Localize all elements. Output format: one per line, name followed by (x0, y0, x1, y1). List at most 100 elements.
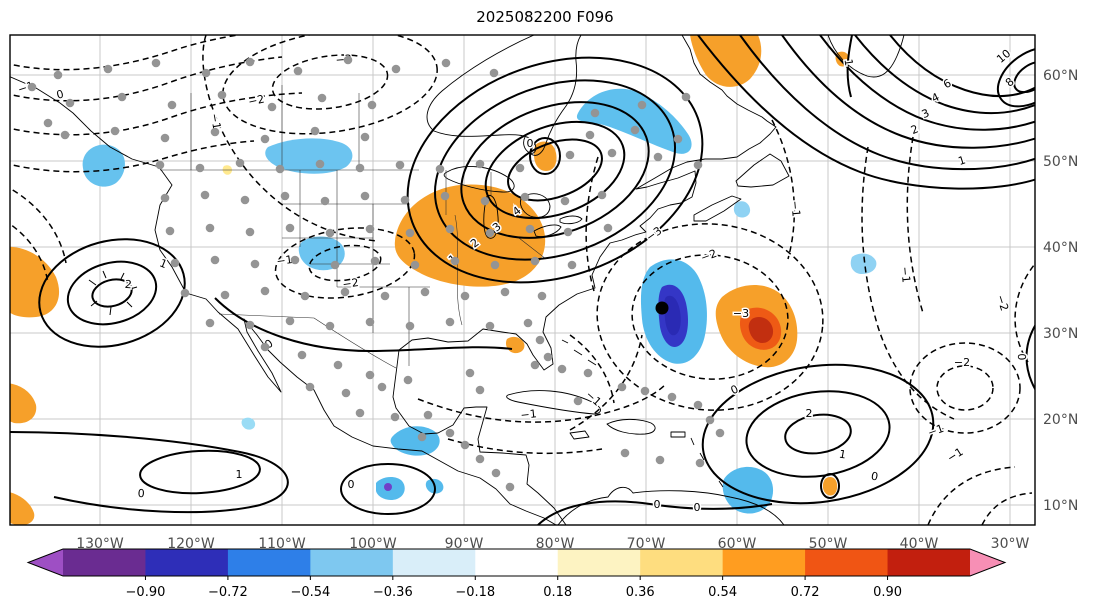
station-dot (310, 126, 320, 136)
contour-line-solid (66, 260, 158, 326)
contour-line-dashed (861, 146, 955, 420)
colorbar-tick-label: −0.54 (290, 585, 330, 600)
station-dot (567, 260, 577, 270)
colorbar-segment (887, 549, 971, 576)
contour-label: 0 (729, 382, 741, 397)
station-dot (705, 415, 715, 425)
contour-line-dashed (10, 140, 255, 173)
x-tick-label: 110°W (258, 536, 306, 552)
colorbar-tick-label: 0.18 (543, 585, 572, 600)
station-dot (655, 455, 665, 465)
colorbar-arrow-left (28, 549, 63, 576)
x-tick-label: 70°W (627, 536, 666, 552)
contour-line-dashed (10, 35, 243, 71)
anomaly-fill (664, 295, 681, 336)
contour-line-dashed (308, 244, 382, 282)
anomaly-fill (722, 466, 774, 514)
station-dot (355, 408, 365, 418)
x-tick-label: 90°W (445, 536, 484, 552)
contour-line-solid (507, 138, 603, 202)
colorbar-segment (227, 549, 311, 576)
station-dot (260, 286, 270, 296)
contour-line-solid (820, 473, 840, 499)
colorbar-tick-label: 0.54 (708, 585, 737, 600)
station-dot (380, 291, 390, 301)
station-dot (343, 55, 353, 65)
station-dot (235, 158, 245, 168)
contour-line-solid (214, 297, 513, 353)
contour-line-solid (433, 79, 677, 261)
station-dot (485, 228, 495, 238)
contour-label: 1 (158, 256, 169, 271)
coastline (606, 418, 656, 435)
contour-label: −3 (733, 307, 749, 320)
station-dot (260, 342, 270, 352)
contour-label: 0 (348, 478, 355, 491)
contour-line-dashed (596, 223, 824, 411)
station-dot (620, 448, 630, 458)
station-dot (410, 260, 420, 270)
station-dot (607, 148, 617, 158)
y-tick-label: 20°N (1043, 412, 1078, 428)
station-dot (667, 392, 677, 402)
station-dot (403, 375, 413, 385)
colorbar-segment (805, 549, 889, 576)
contour-line-dashed (771, 119, 795, 260)
station-dot (377, 382, 387, 392)
anomaly-fill (534, 141, 557, 171)
political-border (190, 85, 360, 170)
contour-line-solid (701, 363, 935, 505)
station-dot (560, 196, 570, 206)
colorbar-tick-label: −0.36 (373, 585, 413, 600)
station-dot (715, 428, 725, 438)
colorbar: −0.90 −0.72 −0.54 −0.36 −0.18 0.18 0.36 0.54 0.7… (26, 548, 1007, 600)
colorbar-tick-label: −0.72 (208, 585, 248, 600)
station-dot (340, 287, 350, 297)
station-dot (317, 93, 327, 103)
x-tick-label: 50°W (809, 536, 848, 552)
station-dot (27, 82, 37, 92)
anomaly-fill (394, 184, 546, 287)
contour-label: 2 (806, 407, 813, 420)
anomaly-fill (241, 417, 256, 430)
station-dot (297, 350, 307, 360)
station-dot (293, 66, 303, 76)
station-dot (515, 163, 525, 173)
station-dot (597, 190, 607, 200)
contour-label: −1 (945, 445, 966, 465)
contour-line-dashed (10, 187, 67, 264)
station-dot (360, 132, 370, 142)
map-plot: 012341234681011201001200000−10−2−3−1−1−2… (9, 34, 1036, 526)
contour-line-solid (10, 431, 289, 514)
station-dot (365, 370, 375, 380)
station-dot (405, 228, 415, 238)
station-dot (491, 468, 501, 478)
station-dot (465, 368, 475, 378)
coastline (569, 430, 590, 440)
station-dot (423, 410, 433, 420)
contour-line-solid (406, 56, 704, 284)
anomaly-fill (690, 35, 762, 87)
station-dot (160, 133, 170, 143)
colorbar-segment (722, 549, 806, 576)
contour-line-solid (781, 35, 1035, 149)
coastline (392, 35, 777, 525)
station-dot (103, 64, 113, 74)
contour-line-solid (484, 120, 626, 220)
contour-line-solid (697, 35, 1035, 190)
station-dot (653, 152, 663, 162)
station-dot (325, 321, 335, 331)
station-dot (180, 288, 190, 298)
y-axis-labels: 60°N 50°N 40°N 30°N 20°N 10°N (1043, 68, 1078, 514)
station-dot (590, 108, 600, 118)
x-tick-label: 80°W (536, 536, 575, 552)
station-dot (367, 100, 377, 110)
station-dot (583, 368, 593, 378)
contour-line-dashed (274, 227, 416, 299)
contour-label: −1 (788, 200, 802, 217)
station-dot (603, 223, 613, 233)
station-dot (693, 160, 703, 170)
colorbar-tick-label: −0.18 (455, 585, 495, 600)
station-dot (637, 100, 647, 110)
